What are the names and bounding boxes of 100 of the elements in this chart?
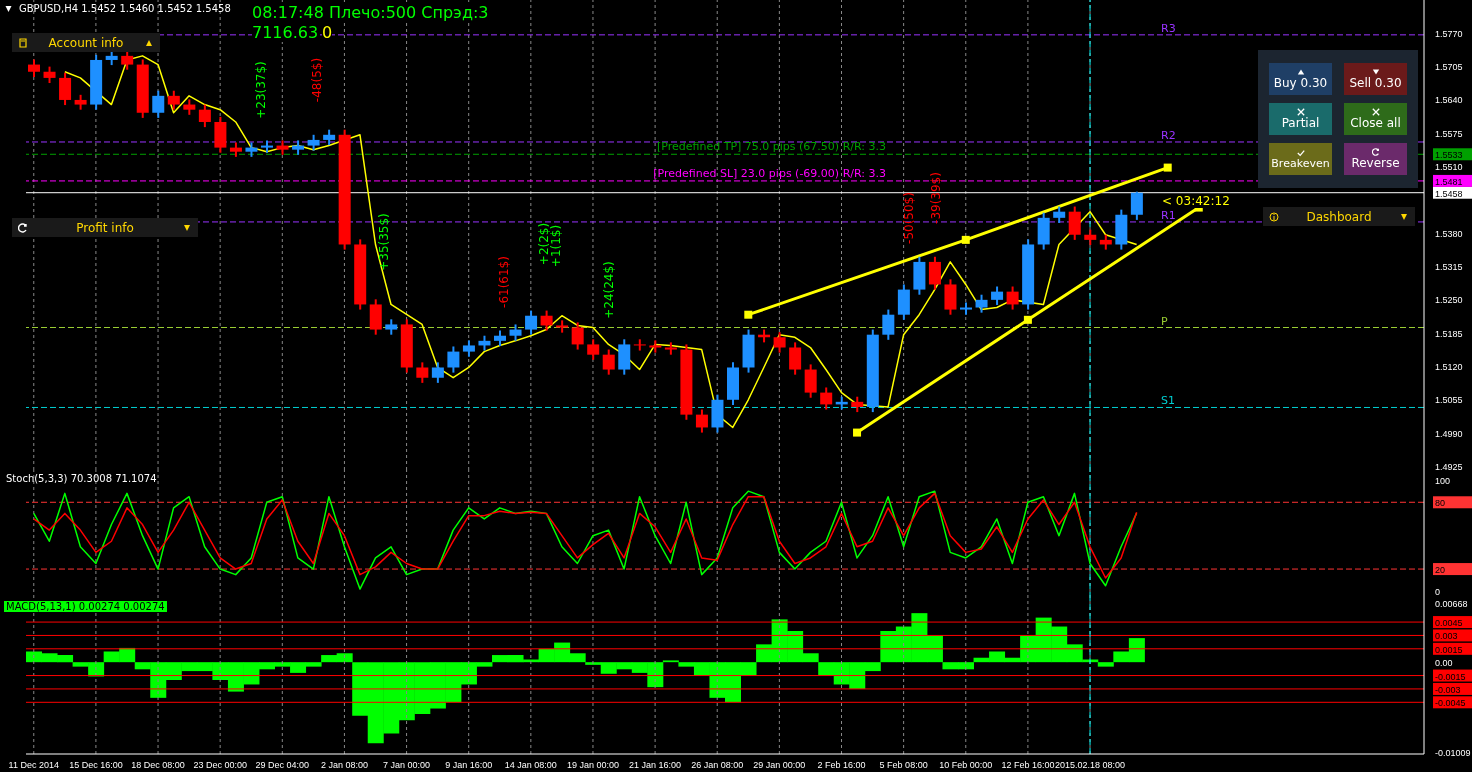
- point: [961, 235, 970, 244]
- y-tick-label: 1.5458: [1435, 188, 1463, 199]
- ref-line-label: R2: [1161, 128, 1176, 142]
- candlestick: [820, 386, 833, 411]
- y-tick-label: 1.5640: [1435, 95, 1463, 106]
- point: [853, 428, 862, 437]
- x-tick-label: 26 Jan 08:00: [691, 760, 744, 771]
- annotation: +2(2$): [537, 221, 551, 268]
- ref-line-label: S1: [1161, 394, 1175, 408]
- y-tick-label: 1.5705: [1435, 62, 1463, 73]
- dropdown-header: Dashboard: [1263, 207, 1415, 226]
- candlestick: [991, 285, 1004, 306]
- annotation: Breakeven: [1271, 156, 1330, 170]
- candlestick: [1068, 205, 1081, 241]
- y-tick-label: 0.0015: [1435, 644, 1463, 655]
- point: [1163, 163, 1172, 172]
- y-tick-label: 1.5185: [1435, 328, 1463, 339]
- x-tick-label: 5 Feb 08:00: [879, 760, 928, 771]
- annotation: Reverse: [1351, 156, 1400, 170]
- x-tick-label: 18 Dec 08:00: [131, 760, 185, 771]
- candlestick: [1006, 285, 1019, 311]
- x-tick-label: 12 Feb 16:00: [1001, 760, 1055, 771]
- y-tick-label: 1.5770: [1435, 28, 1463, 39]
- y-tick-label: 1.5055: [1435, 395, 1463, 406]
- annotation: < 03:42:12: [1162, 194, 1230, 208]
- annotation: -50(50$): [902, 191, 917, 246]
- y-tick-label: 1.5315: [1435, 262, 1463, 273]
- annotation: 0: [322, 23, 333, 42]
- y-tick-label: 1.5120: [1435, 361, 1463, 372]
- candlestick: [59, 71, 72, 107]
- annotation: Sell 0.30: [1349, 76, 1402, 90]
- candlestick: [198, 103, 211, 129]
- y-tick-label: -0.0045: [1435, 698, 1466, 709]
- y-tick-label: 20: [1435, 565, 1446, 576]
- x-tick-label: 2 Feb 16:00: [817, 760, 866, 771]
- button: Breakeven: [1269, 143, 1332, 175]
- candlestick: [773, 331, 786, 354]
- annotation: +24(24$): [602, 260, 617, 321]
- y-tick-label: 1.5510: [1435, 162, 1463, 173]
- chart-title: GBPUSD,H4 1.5452 1.5460 1.5452 1.5458: [18, 3, 232, 14]
- y-tick-label: 1.5481: [1435, 176, 1463, 187]
- x-tick-label: 29 Jan 00:00: [753, 760, 806, 771]
- annotation: +35(35$): [377, 212, 392, 273]
- dropdown-header: Account info: [12, 33, 160, 52]
- candlestick: [587, 338, 600, 361]
- ref-line-label: R3: [1161, 21, 1176, 35]
- annotation: Account info: [48, 35, 124, 50]
- annotation: -48(5$): [310, 57, 324, 103]
- y-tick-label: 0.00668: [1435, 598, 1468, 609]
- annotation: Dashboard: [1306, 209, 1372, 224]
- x-tick-label: 9 Jan 16:00: [445, 760, 493, 771]
- candlestick: [695, 408, 708, 434]
- annotation: [Predefined TP] 75.0 pips (67.50) R/R: 3.3: [657, 140, 886, 154]
- annotation: Close all: [1350, 116, 1401, 130]
- candlestick: [804, 363, 817, 399]
- y-tick-label: 1.5380: [1435, 228, 1463, 239]
- candlestick: [152, 89, 165, 119]
- candlestick: [167, 89, 180, 111]
- x-tick-label: 2015.02.18 08:00: [1054, 760, 1126, 771]
- y-tick-label: 1.5533: [1435, 150, 1463, 161]
- candlestick: [416, 361, 429, 384]
- annotation: -61(61$): [497, 255, 512, 310]
- point: [744, 310, 753, 319]
- x-tick-label: 11 Dec 2014: [8, 760, 59, 771]
- x-tick-label: 23 Dec 00:00: [193, 760, 247, 771]
- candlestick: [928, 255, 941, 291]
- annotation: 08:17:48 Плечо:500 Спрэд:3: [252, 3, 489, 22]
- x-tick-label: 21 Jan 16:00: [629, 760, 682, 771]
- ref-line-label: P: [1161, 314, 1168, 328]
- y-tick-label: 1.5250: [1435, 295, 1463, 306]
- annotation: +23(37$): [254, 60, 269, 121]
- y-tick-label: 100: [1435, 476, 1451, 487]
- chart-title: MACD(5,13,1) 0.00274 0.00274: [4, 601, 167, 612]
- x-tick-label: 19 Jan 00:00: [566, 760, 619, 771]
- button: Sell 0.30: [1344, 63, 1407, 95]
- button: Reverse: [1344, 143, 1407, 175]
- button: Close all: [1344, 103, 1407, 135]
- candlestick: [540, 309, 553, 332]
- candlestick: [1130, 190, 1143, 221]
- button: Buy 0.30: [1269, 63, 1332, 95]
- x-tick-label: 2 Jan 08:00: [320, 760, 368, 771]
- y-tick-label: 1.4990: [1435, 428, 1463, 439]
- button: Partial: [1269, 103, 1332, 135]
- x-tick-label: 29 Dec 04:00: [255, 760, 310, 771]
- chart-title: Stoch(5,3,3) 70.3008 71.1074: [5, 473, 158, 484]
- annotation: 7116.63: [252, 23, 319, 42]
- x-tick-label: 7 Jan 00:00: [383, 760, 431, 771]
- y-tick-label: 0.00: [1435, 658, 1453, 669]
- dropdown-header: Profit info: [12, 218, 198, 237]
- line-series: [64, 55, 1138, 429]
- annotation: Profit info: [76, 220, 134, 235]
- y-tick-label: -0.01009: [1435, 748, 1471, 759]
- x-tick-label: 15 Dec 16:00: [69, 760, 123, 771]
- point: [1023, 315, 1032, 324]
- y-tick-label: 1.4925: [1435, 461, 1463, 472]
- candlestick: [431, 361, 444, 384]
- candlestick: [882, 308, 895, 341]
- candlestick: [571, 321, 584, 351]
- x-tick-label: 14 Jan 08:00: [504, 760, 557, 771]
- candlestick: [121, 49, 134, 71]
